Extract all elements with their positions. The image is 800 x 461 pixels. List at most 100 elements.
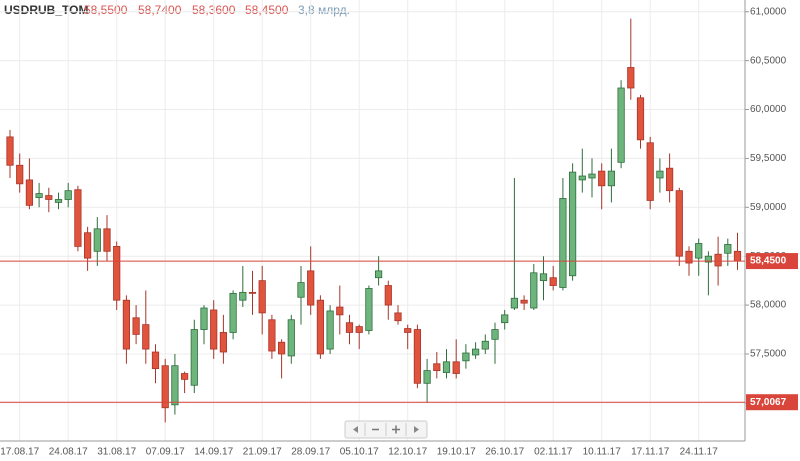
candle-body	[404, 328, 412, 333]
candle-body	[113, 246, 121, 301]
candle-body	[481, 340, 489, 350]
candle-body	[35, 193, 43, 198]
header: USDRUB_TOM 58,5500 58,7400 58,3600 58,45…	[4, 3, 350, 17]
scroll-control[interactable]	[344, 420, 428, 439]
x-tick-label: 17.11.17	[631, 447, 670, 458]
candle-body	[336, 306, 344, 316]
candle-body	[122, 299, 130, 350]
candle-body	[287, 319, 295, 357]
x-tick-label: 17.08.17	[0, 447, 39, 458]
y-tick-label: 59,5000	[750, 153, 787, 164]
candle-body	[64, 190, 72, 200]
scroll-left[interactable]	[353, 426, 358, 433]
candle-body	[413, 329, 422, 384]
candle-body	[190, 329, 198, 386]
candle-body	[277, 341, 286, 355]
y-tick-label: 57,5000	[750, 349, 787, 360]
x-tick-label: 10.11.17	[583, 447, 622, 458]
candle-body	[54, 199, 63, 203]
candle-body	[103, 228, 111, 252]
x-tick-label: 21.09.17	[243, 447, 282, 458]
candle-body	[666, 167, 674, 192]
candle-body	[210, 309, 218, 350]
candle-body	[539, 273, 548, 282]
x-tick-label: 12.10.17	[388, 447, 427, 458]
candle-body	[559, 198, 567, 288]
candle-body	[530, 272, 538, 309]
x-tick-label: 28.09.17	[291, 447, 330, 458]
candle-body	[724, 244, 732, 254]
candle-body	[258, 280, 266, 314]
candle-body	[229, 292, 237, 333]
x-tick-label: 07.09.17	[146, 447, 185, 458]
y-tick-label: 58,0000	[750, 300, 787, 311]
candle-body	[462, 352, 470, 362]
candle-body	[598, 170, 606, 187]
candle-body	[355, 326, 363, 333]
candle-body	[25, 179, 34, 206]
candle-body	[549, 277, 557, 286]
candle-body	[365, 288, 373, 331]
scroll-right[interactable]	[414, 426, 419, 433]
candle-body	[520, 299, 528, 304]
candle-body	[452, 361, 460, 374]
x-tick-label: 05.10.17	[340, 447, 379, 458]
open: 58,5500	[84, 3, 128, 17]
candle-body	[151, 351, 160, 370]
candle-body	[84, 232, 92, 259]
price-label: 57,0067	[750, 397, 787, 408]
high: 58,7400	[138, 3, 182, 17]
candle-body	[423, 370, 431, 384]
volume: 3,8 млрд.	[298, 3, 350, 17]
candle-body	[627, 67, 635, 89]
candle-body	[510, 297, 519, 309]
zoom-in[interactable]	[392, 425, 400, 434]
candle-body	[132, 317, 140, 335]
candle-body	[171, 365, 179, 406]
candle-body	[16, 164, 24, 185]
candle-body	[675, 190, 683, 257]
candle-body	[219, 332, 227, 353]
x-tick-label: 31.08.17	[97, 447, 136, 458]
candle-body	[239, 291, 247, 301]
candle-body	[268, 319, 276, 352]
candle-body	[6, 136, 14, 166]
candle-body	[384, 285, 392, 306]
candle-body	[714, 253, 722, 267]
candle-body	[491, 329, 499, 340]
x-tick-label: 02.11.17	[534, 447, 573, 458]
candle-body	[161, 365, 169, 409]
candle-body	[345, 322, 354, 333]
candle-body	[588, 173, 596, 179]
candle-body	[74, 189, 82, 247]
candle-body	[501, 314, 509, 324]
candle-body	[200, 307, 208, 330]
x-tick-label: 24.11.17	[680, 447, 719, 458]
candle-body	[326, 310, 334, 350]
candle-body	[374, 270, 383, 279]
price-label-box	[746, 394, 798, 411]
candle-body	[578, 175, 586, 181]
candle-body	[646, 142, 654, 201]
price-label: 58,4500	[750, 256, 787, 267]
candle-body	[685, 250, 693, 264]
ticker: USDRUB_TOM	[4, 3, 88, 17]
candle-body	[45, 195, 53, 200]
candle-body	[617, 87, 625, 163]
candle-body	[704, 255, 713, 263]
x-tick-label: 14.09.17	[194, 447, 233, 458]
candle-body	[442, 361, 451, 373]
y-tick-label: 60,5000	[750, 55, 787, 66]
price-label-box	[746, 253, 798, 270]
candle-body	[93, 228, 101, 252]
y-tick-label: 60,0000	[750, 104, 787, 115]
plot	[0, 0, 749, 441]
y-tick-label: 61,0000	[750, 6, 787, 17]
close: 58,4500	[245, 3, 289, 17]
candle-body	[569, 171, 577, 277]
candle-body	[394, 312, 402, 322]
candle-body	[695, 243, 703, 259]
candle-body	[316, 299, 325, 355]
candle-body	[307, 270, 315, 306]
